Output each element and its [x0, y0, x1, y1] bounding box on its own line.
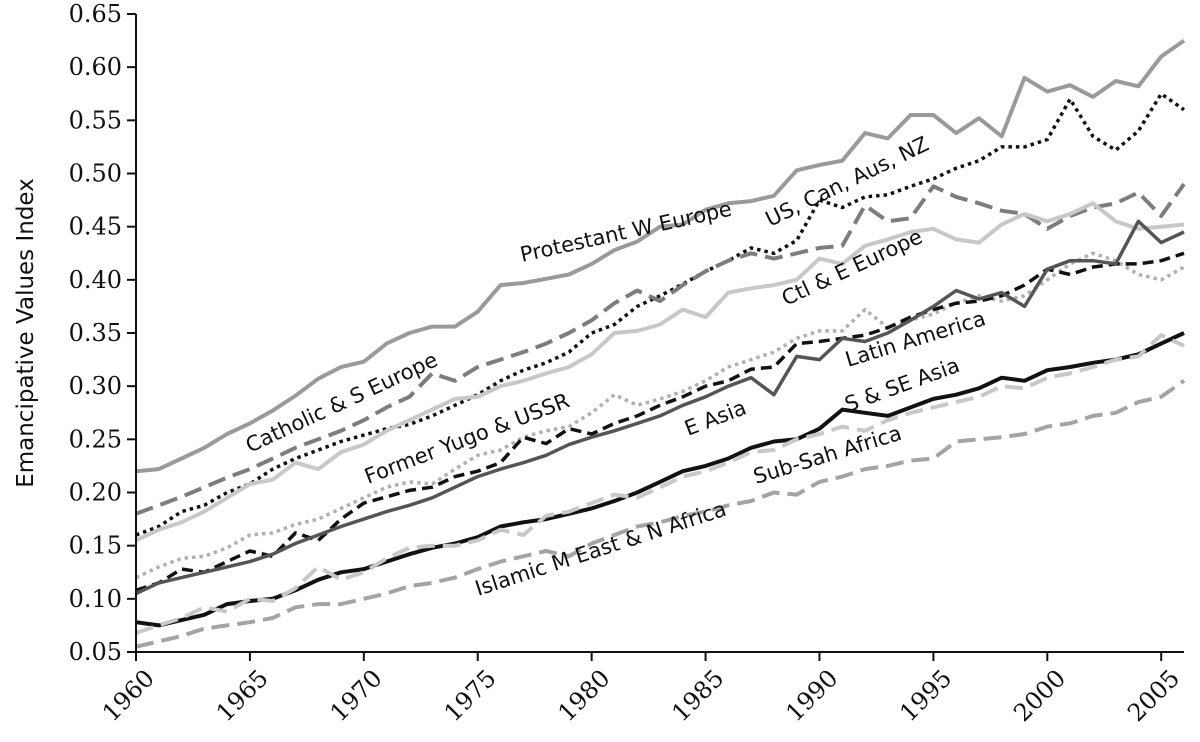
y-tick-label: 0.05	[69, 638, 122, 666]
x-tick-label: 1960	[97, 664, 160, 727]
series-line-former-yugo-ussr	[135, 219, 1185, 596]
series-line-s-se-asia	[135, 331, 1185, 628]
ticks-layer: 0.05 0.10 0.15 0.20 0.25 0.30 0.35 0.40 0.45 0.50…	[69, 0, 1186, 727]
x-tick-label: 1995	[894, 664, 957, 727]
y-axis-title: Emancipative Values Index	[13, 178, 39, 488]
y-tick-label: 0.25	[69, 425, 122, 453]
x-tick-label: 1965	[211, 664, 274, 727]
y-tick-label: 0.20	[69, 479, 122, 507]
series-line-ctl-e-europe	[135, 201, 1185, 543]
series-layer	[135, 38, 1186, 649]
y-tick-label: 0.55	[69, 106, 122, 134]
y-tick-label: 0.15	[69, 532, 122, 560]
series-label-former-yugo-ussr: Former Yugo & USSR	[361, 388, 573, 488]
series-label-islamic-m-east-n-africa: Islamic M East & N Africa	[472, 497, 729, 601]
y-tick-label: 0.50	[69, 160, 122, 188]
x-tick-label: 2005	[1122, 664, 1185, 727]
series-line-sub-sah-africa	[135, 333, 1185, 635]
y-tick-label: 0.60	[69, 53, 122, 81]
y-tick-label: 0.45	[69, 213, 122, 241]
series-line-latin-america	[135, 251, 1185, 580]
y-tick-label: 0.65	[69, 0, 122, 28]
x-tick-label: 2000	[1008, 664, 1071, 727]
series-line-protestant-w-europe	[135, 38, 1186, 474]
x-tick-label: 1975	[439, 664, 502, 727]
x-tick-label: 1980	[553, 664, 616, 727]
y-tick-label: 0.40	[69, 266, 122, 294]
series-label-protestant-w-europe: Protestant W Europe	[518, 197, 734, 267]
series-line-catholic-s-europe	[135, 182, 1186, 516]
series-label-layer: Protestant W Europe US, Can, Aus, NZ Cat…	[242, 132, 988, 601]
x-tick-label: 1985	[666, 664, 729, 727]
y-tick-label: 0.10	[69, 585, 122, 613]
y-tick-label: 0.30	[69, 372, 122, 400]
x-tick-label: 1970	[325, 664, 388, 727]
series-line-us-can-aus-nz	[135, 92, 1186, 537]
axes-layer	[135, 14, 1184, 653]
y-tick-label: 0.35	[69, 319, 122, 347]
x-tick-label: 1990	[780, 664, 843, 727]
